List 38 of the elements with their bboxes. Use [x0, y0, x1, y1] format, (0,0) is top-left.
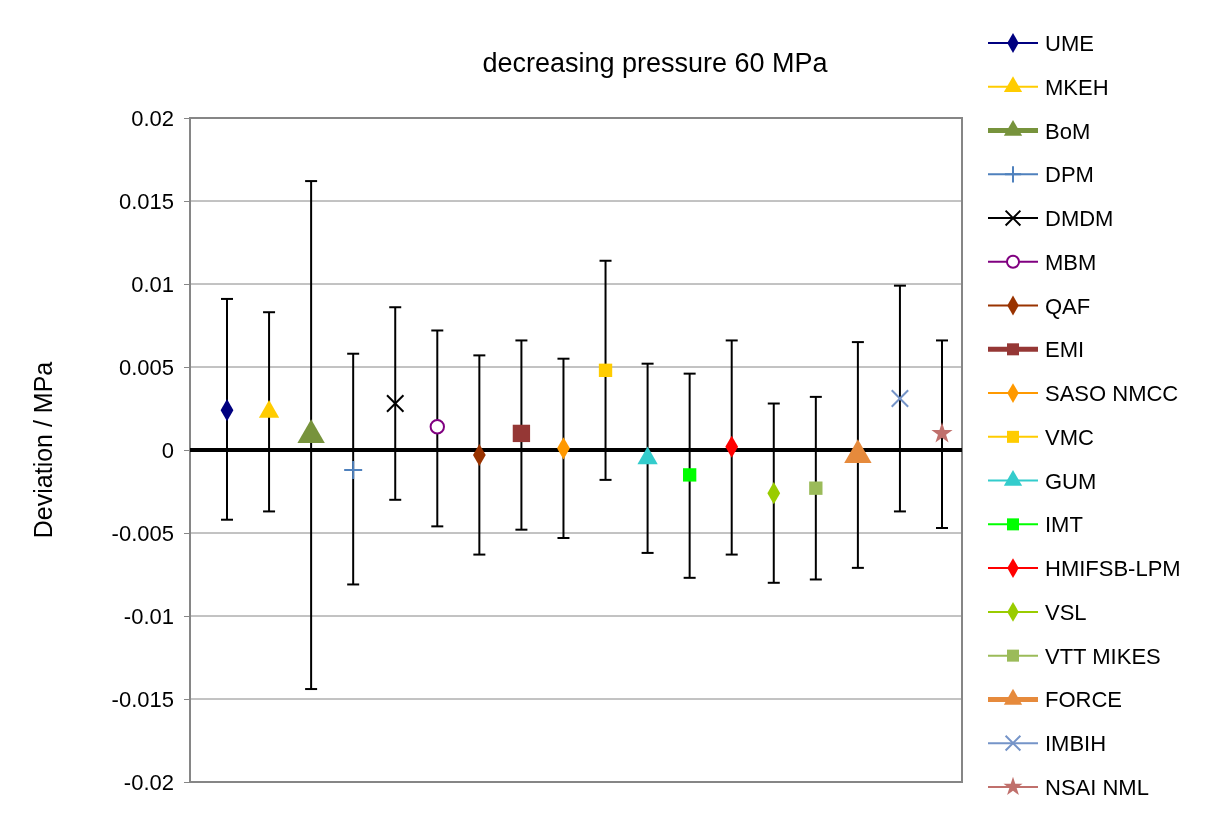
- y-axis-title: Deviation / MPa: [29, 361, 57, 539]
- legend-label: MKEH: [1045, 74, 1109, 100]
- legend-label: SASO NMCC: [1045, 381, 1179, 407]
- legend-label: BoM: [1045, 118, 1091, 144]
- y-tick-label: -0.02: [123, 769, 174, 795]
- legend-label: QAF: [1045, 293, 1091, 319]
- legend-label: VTT MIKES: [1045, 643, 1161, 669]
- legend-label: DPM: [1045, 162, 1094, 188]
- point: [598, 363, 613, 377]
- legend-label: VMC: [1045, 424, 1094, 450]
- legend-label: HMIFSB-LPM: [1045, 556, 1181, 582]
- point: [931, 422, 953, 443]
- chart-title: decreasing pressure 60 MPa: [482, 48, 829, 78]
- legend-label: IMBIH: [1045, 731, 1107, 757]
- point: [429, 419, 445, 435]
- legend-label: DMDM: [1045, 206, 1114, 232]
- y-tick-label: 0.01: [131, 271, 174, 297]
- legend-label: FORCE: [1045, 687, 1122, 713]
- legend-label: EMI: [1045, 337, 1085, 363]
- y-tick-label: 0.02: [131, 105, 174, 131]
- legend-label: NSAI NML: [1045, 774, 1149, 800]
- point: [512, 424, 531, 443]
- legend-label: GUM: [1045, 468, 1097, 494]
- y-tick-label: 0: [161, 437, 174, 463]
- point: [890, 389, 910, 408]
- y-tick-label: 0.015: [118, 188, 174, 214]
- y-tick-label: -0.005: [111, 520, 174, 546]
- legend-label: IMT: [1045, 512, 1083, 538]
- point: [343, 459, 364, 480]
- y-tick-label: 0.005: [118, 354, 174, 380]
- legend-label: MBM: [1045, 249, 1097, 275]
- legend-label: VSL: [1045, 599, 1087, 625]
- y-tick-label: -0.015: [111, 686, 174, 712]
- point: [386, 394, 405, 413]
- y-tick-label: -0.01: [123, 603, 174, 629]
- point: [809, 481, 823, 495]
- point: [682, 468, 697, 482]
- legend-label: UME: [1045, 31, 1094, 56]
